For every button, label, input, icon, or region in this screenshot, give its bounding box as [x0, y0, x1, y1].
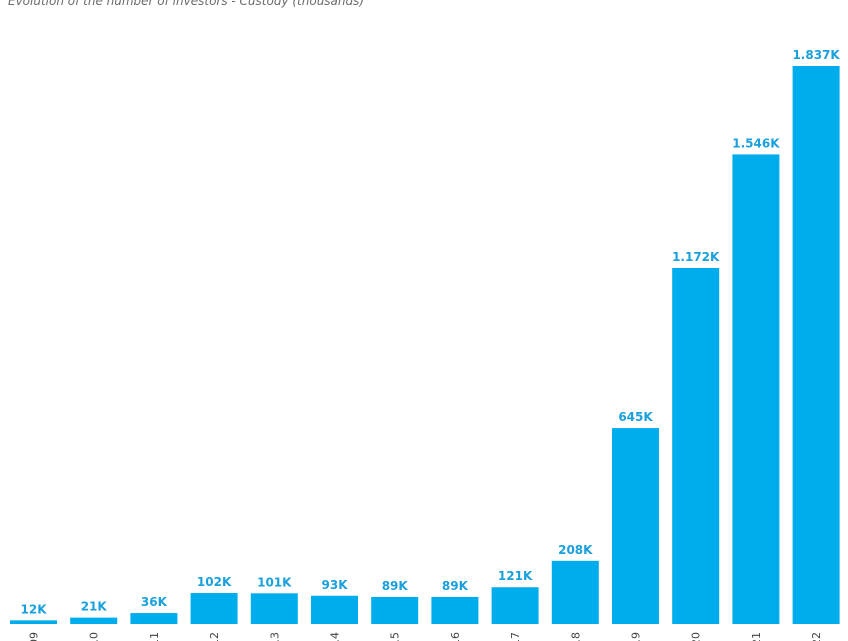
- data-label-17: 121K: [498, 569, 533, 583]
- data-label-11: 36K: [141, 595, 168, 609]
- bar-10: [70, 617, 118, 624]
- x-tick-label-14: 14: [329, 632, 342, 641]
- x-tick-label-12: 12: [208, 632, 221, 641]
- x-tick-label-22: 22: [810, 632, 823, 641]
- bar-20: [672, 267, 720, 624]
- bar-12: [190, 593, 238, 624]
- data-label-10: 21K: [81, 600, 108, 614]
- data-label-12: 102K: [197, 575, 232, 589]
- bars-group: [10, 66, 840, 624]
- bar-11: [130, 613, 178, 624]
- bar-16: [431, 596, 479, 624]
- data-label-16: 89K: [442, 579, 469, 593]
- x-tick-label-21: 21: [750, 632, 763, 641]
- bar-09: [10, 620, 57, 624]
- x-tick-label-11: 11: [148, 632, 161, 641]
- data-label-13: 101K: [257, 575, 292, 589]
- data-label-15: 89K: [382, 579, 409, 593]
- bar-17: [491, 587, 539, 624]
- bar-14: [311, 595, 358, 624]
- data-label-14: 93K: [322, 578, 349, 592]
- x-tick-label-17: 17: [509, 632, 522, 641]
- bar-22: [792, 66, 840, 624]
- chart-title: Evolution of the number of investors - C…: [8, 0, 365, 8]
- x-tick-label-19: 19: [630, 632, 643, 641]
- data-label-19: 645K: [618, 410, 653, 424]
- data-label-22: 1.837K: [792, 48, 840, 62]
- x-tick-label-15: 15: [389, 632, 402, 641]
- x-tick-label-13: 13: [268, 632, 281, 641]
- data-label-20: 1.172K: [672, 250, 720, 264]
- bar-19: [612, 428, 659, 624]
- data-label-09: 12K: [21, 602, 48, 616]
- data-label-21: 1.546K: [732, 136, 780, 150]
- data-label-18: 208K: [558, 543, 593, 557]
- bar-18: [551, 560, 599, 624]
- x-tick-label-16: 16: [449, 632, 462, 641]
- bar-13: [250, 593, 298, 624]
- x-tick-label-20: 20: [690, 632, 703, 641]
- x-tick-label-10: 10: [88, 632, 101, 641]
- x-tick-labels-group: 09 10 11 12 13 14 15 16 17 18 19 20 21 22: [28, 632, 824, 641]
- data-labels-group: 12K 21K 36K 102K 101K 93K 89K 89K 121K 208K 645K 1.…: [21, 48, 841, 616]
- x-tick-label-09: 09: [28, 632, 41, 641]
- x-tick-label-18: 18: [569, 632, 582, 641]
- bar-21: [732, 154, 780, 624]
- bar-15: [371, 596, 419, 624]
